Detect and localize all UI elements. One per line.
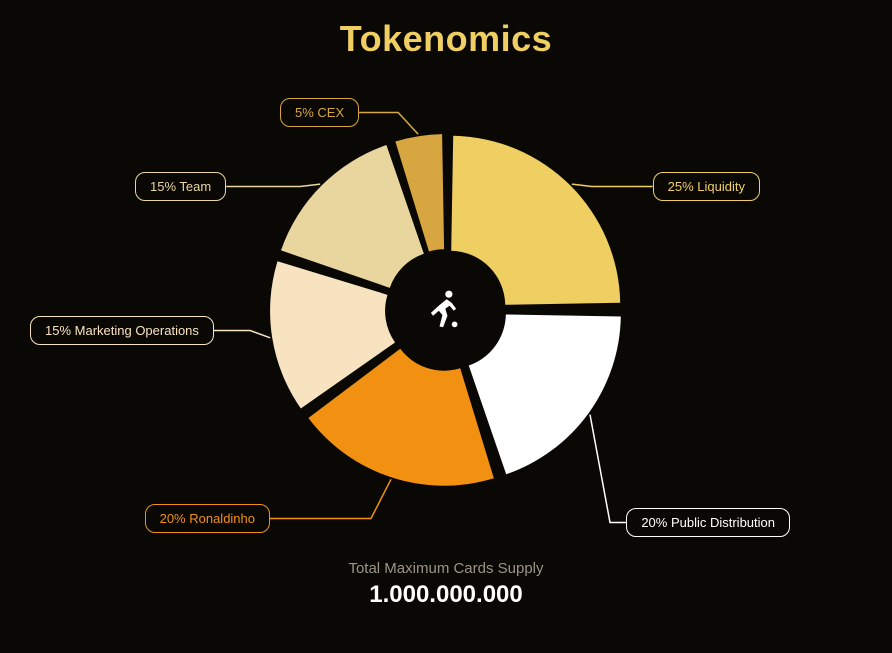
slice-label: 5% CEX [280,98,359,127]
slice-label: 20% Ronaldinho [145,504,270,533]
slice-label: 15% Team [135,172,226,201]
pie-center [392,256,500,364]
supply-subtitle: Total Maximum Cards Supply [0,560,892,577]
pie-slice [281,145,424,288]
leader-line [214,331,270,338]
page-title: Tokenomics [0,0,892,60]
slice-label: 25% Liquidity [653,172,760,201]
tokenomics-chart: 25% Liquidity 20% Public Distribution 20% … [0,60,892,560]
slice-label: 15% Marketing Operations [30,316,214,345]
supply-value: 1.000.000.000 [0,581,892,609]
supply-footer: Total Maximum Cards Supply 1.000.000.000 [0,560,892,609]
soccer-player-icon [423,287,469,333]
slice-label: 20% Public Distribution [626,508,790,537]
